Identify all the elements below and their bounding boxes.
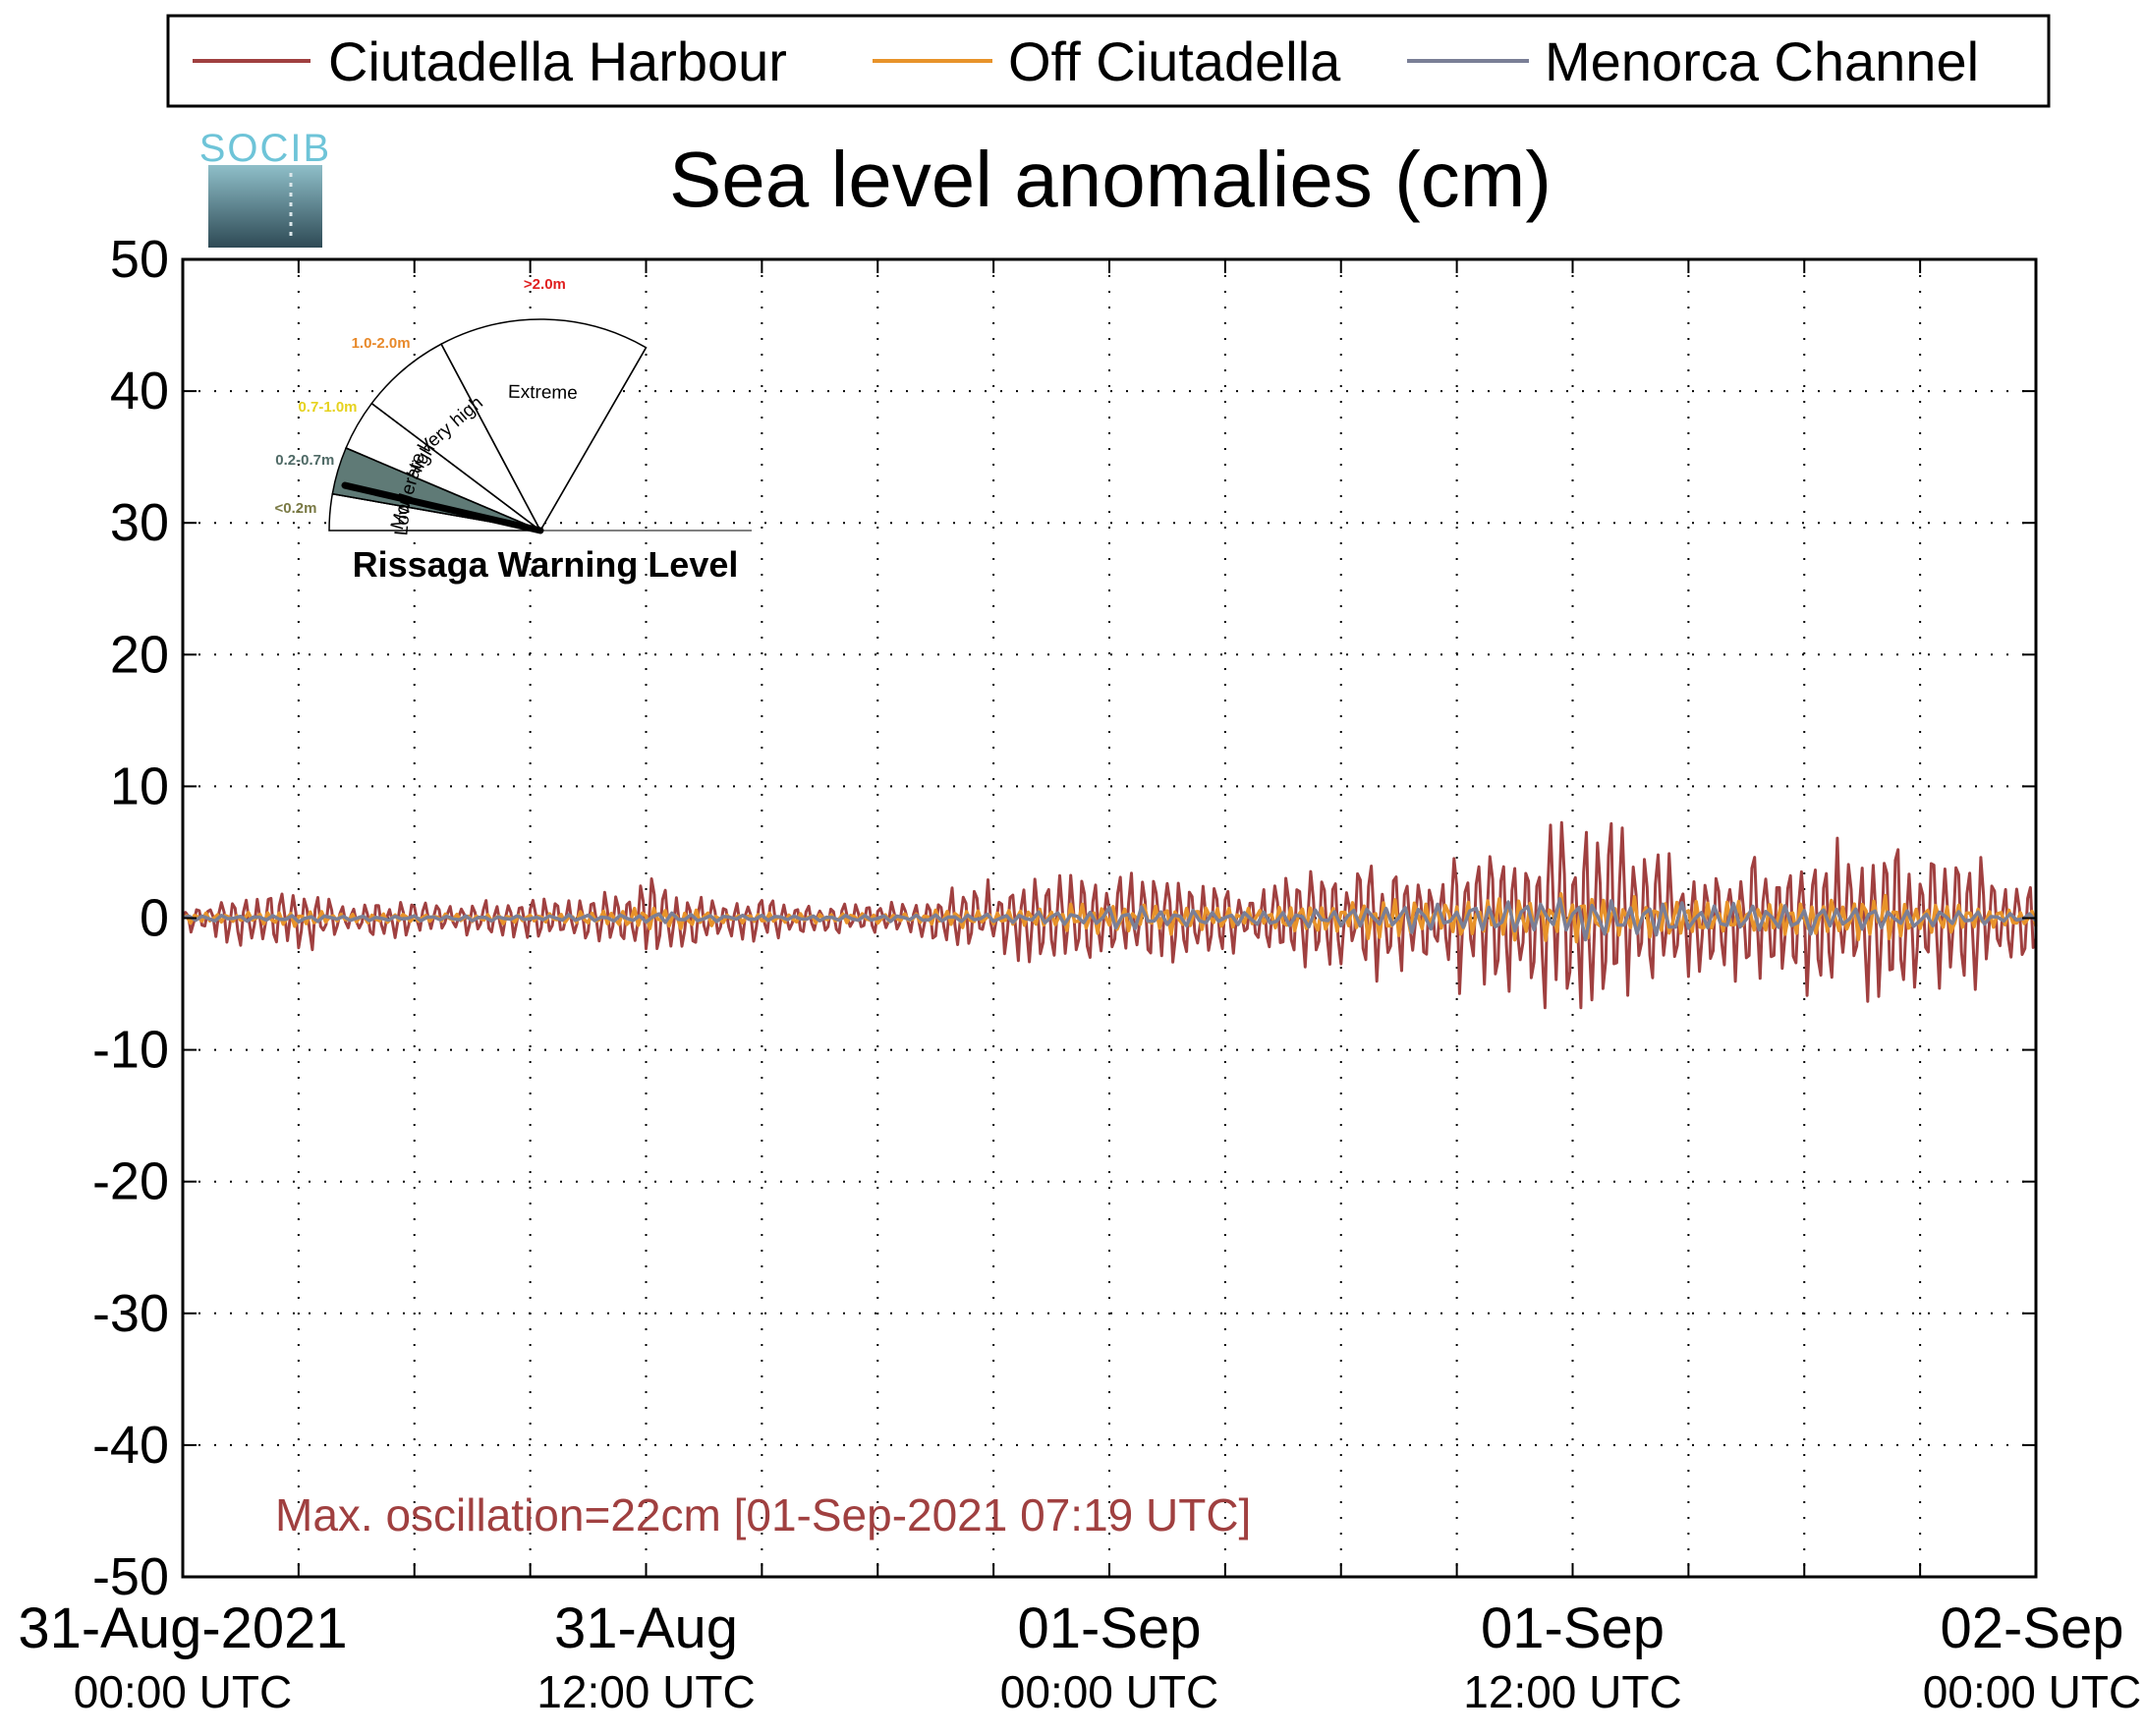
gauge-range-label: >2.0m xyxy=(524,276,566,293)
legend-label-ciutadella-harbour: Ciutadella Harbour xyxy=(328,30,787,92)
gauge-range-label: <0.2m xyxy=(275,500,317,517)
y-tick-label: 10 xyxy=(110,756,169,815)
chart-title: Sea level anomalies (cm) xyxy=(669,136,1552,223)
gauge-title: Rissaga Warning Level xyxy=(353,544,739,585)
gauge-sector-extreme xyxy=(440,318,648,532)
x-tick-date-label: 01-Sep xyxy=(1481,1596,1665,1660)
gauge-needle xyxy=(341,481,544,534)
y-tick-label: 40 xyxy=(110,362,169,420)
y-axis: 50 40 30 20 10 0 -10 -20 -30 -40 -50 xyxy=(92,230,2036,1606)
series-line-menorca-channel xyxy=(182,897,2038,942)
legend-label-menorca-channel: Menorca Channel xyxy=(1545,30,1979,92)
gauge-range-label: 0.2-0.7m xyxy=(275,452,334,469)
legend-label-off-ciutadella: Off Ciutadella xyxy=(1008,30,1341,92)
x-tick-time-label: 12:00 UTC xyxy=(536,1666,755,1717)
gauge-divider xyxy=(440,343,541,532)
y-tick-label: 0 xyxy=(140,889,169,948)
gauge-level-label: Low xyxy=(391,500,415,536)
y-tick-label: 30 xyxy=(110,493,169,552)
x-tick-time-label: 00:00 UTC xyxy=(1923,1666,2141,1717)
y-tick-label: -40 xyxy=(92,1416,169,1475)
gauge-level-label: Extreme xyxy=(508,382,578,404)
socib-logo-bar xyxy=(208,165,322,248)
x-tick-date-label: 31-Aug-2021 xyxy=(18,1596,347,1660)
y-tick-label: 20 xyxy=(110,625,169,684)
max-oscillation-annotation: Max. oscillation=22cm [01-Sep-2021 07:19… xyxy=(275,1489,1251,1540)
x-tick-time-label: 00:00 UTC xyxy=(74,1666,292,1717)
y-tick-label: -30 xyxy=(92,1284,169,1343)
x-tick-date-label: 31-Aug xyxy=(554,1596,738,1660)
gauge-divider xyxy=(345,447,541,532)
x-tick-date-label: 01-Sep xyxy=(1017,1596,1201,1660)
y-tick-label: 50 xyxy=(110,230,169,289)
x-tick-time-label: 00:00 UTC xyxy=(1000,1666,1218,1717)
y-tick-label: -20 xyxy=(92,1152,169,1211)
gauge-divider xyxy=(370,403,541,532)
x-tick-time-label: 12:00 UTC xyxy=(1463,1666,1681,1717)
series-group xyxy=(181,820,2038,1010)
x-tick-date-label: 02-Sep xyxy=(1940,1596,2123,1660)
legend: Ciutadella Harbour Off Ciutadella Menorc… xyxy=(166,14,2051,108)
gauge-range-label: 0.7-1.0m xyxy=(298,399,357,416)
socib-logo: SOCIB xyxy=(199,127,331,248)
socib-logo-text: SOCIB xyxy=(199,127,331,170)
y-tick-label: -10 xyxy=(92,1021,169,1080)
gauge-range-label: 1.0-2.0m xyxy=(352,335,411,352)
legend-box xyxy=(166,14,2051,108)
gauge-divider xyxy=(539,347,648,532)
x-axis: 31-Aug-2021 00:00 UTC 31-Aug 12:00 UTC 01-Se… xyxy=(18,259,2141,1717)
y-tick-label: -50 xyxy=(92,1547,169,1606)
